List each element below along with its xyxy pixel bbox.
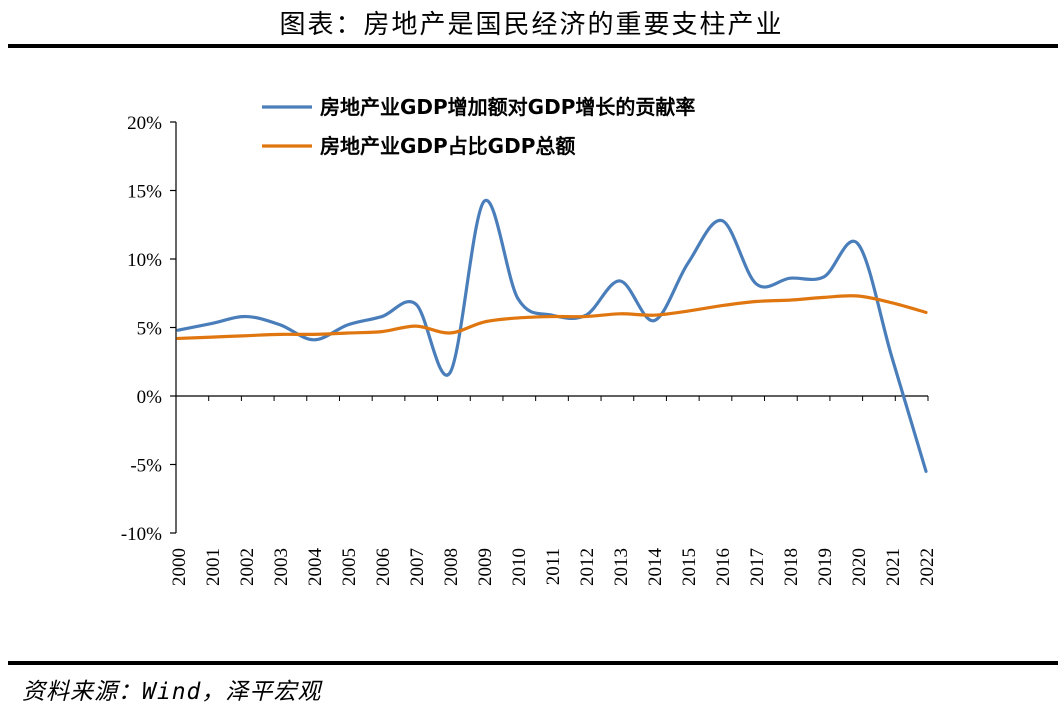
x-tick-label: 2019: [815, 548, 836, 586]
x-tick-label: 2002: [237, 548, 258, 586]
x-tick-label: 2004: [305, 548, 326, 587]
series-line-2: [176, 294, 928, 341]
x-tick-label: 2018: [781, 548, 802, 586]
x-tick-label: 2003: [271, 548, 292, 586]
y-tick-label: 10%: [127, 250, 162, 271]
y-axis: -10% -5% 0% 5% 10% 15% 20%: [121, 113, 177, 545]
x-tick-label: 2006: [373, 548, 394, 586]
x-tick-label: 2000: [169, 548, 190, 586]
y-tick-label: 20%: [127, 113, 162, 134]
source-note: 资料来源：Wind，泽平宏观: [22, 679, 322, 705]
x-tick-label: 2013: [611, 548, 632, 586]
x-tick-label: 2007: [407, 548, 428, 586]
x-tick-label: 2017: [747, 548, 768, 586]
y-tick-label: -5%: [130, 456, 162, 477]
x-axis: 2000 2001 2002 2003 2004 2005 2006 2007 2008 2009…: [169, 395, 938, 587]
chart-title: 图表：房地产是国民经济的重要支柱产业: [279, 10, 784, 40]
y-tick-label: 15%: [127, 182, 162, 203]
x-tick-label: 2005: [339, 548, 360, 586]
bottom-rule: [8, 661, 1058, 665]
x-tick-label: 2016: [713, 548, 734, 586]
x-tick-label: 2021: [883, 548, 904, 586]
x-tick-label: 2008: [441, 548, 462, 586]
series-line-1: [176, 198, 928, 473]
x-tick-label: 2020: [849, 548, 870, 586]
legend-label-1: 房地产业GDP增加额对GDP增长的贡献率: [320, 95, 695, 119]
x-tick-label: 2014: [645, 548, 666, 587]
y-tick-label: -10%: [121, 524, 162, 545]
y-tick-label: 0%: [137, 387, 163, 408]
series-lines: [176, 198, 928, 473]
legend-label-2: 房地产业GDP占比GDP总额: [320, 134, 575, 158]
x-tick-label: 2010: [509, 548, 530, 586]
x-tick-label: 2022: [917, 548, 938, 586]
x-tick-label: 2009: [475, 548, 496, 586]
top-rule: [8, 44, 1058, 48]
x-tick-label: 2011: [543, 548, 564, 585]
x-tick-label: 2001: [203, 548, 224, 586]
y-tick-label: 5%: [137, 319, 163, 340]
x-tick-label: 2015: [679, 548, 700, 586]
x-tick-label: 2012: [577, 548, 598, 586]
